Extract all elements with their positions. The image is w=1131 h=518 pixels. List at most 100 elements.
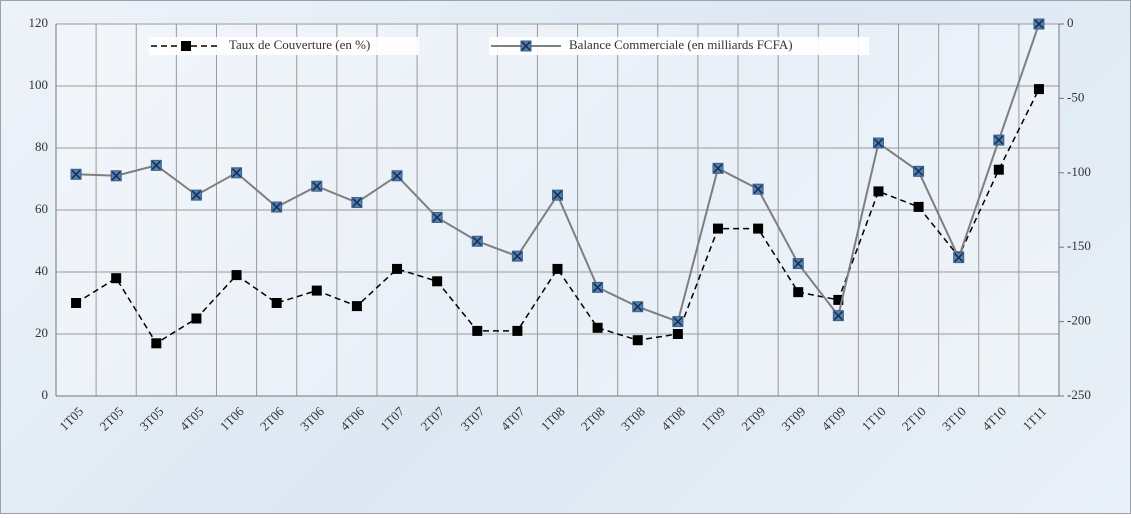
marker-box <box>472 325 483 336</box>
data-point <box>351 197 363 209</box>
legend-label: Balance Commerciale (en milliards FCFA) <box>569 37 793 52</box>
marker-cross <box>994 135 1004 145</box>
marker-box <box>672 329 683 339</box>
marker-box <box>351 301 362 312</box>
legend-marker <box>520 40 532 52</box>
x-tick-label: 3T09 <box>778 404 808 434</box>
marker-box <box>873 186 884 197</box>
y2-tick-label: -100 <box>1067 164 1091 179</box>
data-point <box>592 281 604 293</box>
y-tick-label: 40 <box>35 263 48 278</box>
marker-cross <box>151 160 161 170</box>
data-point <box>70 168 82 180</box>
marker-box <box>753 223 764 234</box>
marker-cross <box>71 169 81 179</box>
data-point <box>993 164 1004 175</box>
marker-box <box>793 287 804 298</box>
y-tick-label: 100 <box>29 77 49 92</box>
marker-box <box>833 294 844 305</box>
x-tick-label: 1T05 <box>56 404 86 434</box>
x-tick-label: 4T08 <box>658 404 688 434</box>
marker-cross <box>793 259 803 269</box>
marker-cross <box>231 168 242 178</box>
x-tick-label: 3T08 <box>618 404 648 434</box>
x-tick-label: 4T06 <box>337 403 367 433</box>
data-point <box>672 329 683 339</box>
data-point <box>511 250 523 262</box>
x-tick-label: 4T10 <box>979 404 1009 434</box>
marker-box <box>151 338 162 349</box>
marker-box <box>552 263 563 274</box>
marker-box <box>311 285 322 296</box>
data-point <box>793 287 804 298</box>
data-point <box>953 252 965 264</box>
y-tick-label: 120 <box>29 15 49 30</box>
x-tick-label: 2T05 <box>96 404 126 434</box>
data-point <box>592 322 603 333</box>
marker-box <box>1033 84 1044 95</box>
marker-cross <box>552 190 563 200</box>
data-point <box>191 313 202 324</box>
y-tick-label: 20 <box>35 325 48 340</box>
data-point <box>151 338 162 349</box>
marker-cross <box>1034 19 1044 29</box>
x-tick-label: 3T07 <box>457 403 487 433</box>
x-tick-label: 4T05 <box>177 404 207 434</box>
data-point <box>432 276 443 287</box>
y2-tick-label: -50 <box>1067 89 1084 104</box>
data-point <box>231 167 243 179</box>
data-point <box>71 298 82 308</box>
x-tick-label: 2T07 <box>417 403 447 433</box>
marker-box <box>191 313 202 324</box>
data-point <box>1033 84 1044 95</box>
x-tick-label: 1T11 <box>1019 404 1049 434</box>
x-tick-label: 4T09 <box>819 404 849 434</box>
data-point <box>752 183 764 195</box>
data-point <box>311 285 322 296</box>
y2-tick-label: -250 <box>1067 387 1091 402</box>
marker-cross <box>954 253 964 263</box>
marker-cross <box>914 166 924 176</box>
data-point <box>993 134 1005 146</box>
marker-cross <box>713 163 723 173</box>
data-point <box>913 201 924 212</box>
data-point <box>552 263 563 274</box>
data-point <box>111 273 122 284</box>
marker-box <box>512 325 523 336</box>
x-tick-label: 2T08 <box>578 404 608 434</box>
marker-cross <box>633 302 643 312</box>
marker-cross <box>432 212 442 223</box>
marker-box <box>632 335 643 346</box>
data-point <box>271 201 283 213</box>
marker-cross <box>512 251 522 261</box>
marker-cross <box>753 184 763 194</box>
data-point <box>672 316 684 328</box>
data-point <box>392 263 403 274</box>
data-point <box>472 325 483 336</box>
data-point <box>712 162 724 174</box>
marker-box <box>71 298 82 308</box>
marker-cross <box>873 138 884 148</box>
marker-box <box>432 276 443 287</box>
y-tick-label: 80 <box>35 139 48 154</box>
marker-box <box>993 164 1004 175</box>
marker-box <box>231 270 242 281</box>
x-tick-label: 1T06 <box>217 403 247 433</box>
marker-box <box>271 298 282 308</box>
marker-box <box>592 322 603 333</box>
x-tick-label: 2T10 <box>899 404 929 434</box>
x-tick-label: 3T05 <box>137 404 167 434</box>
data-point <box>872 137 884 149</box>
data-point <box>271 298 282 308</box>
data-point <box>351 301 362 312</box>
marker-cross <box>472 236 482 246</box>
data-point <box>552 189 563 201</box>
data-point <box>712 223 723 234</box>
x-tick-label: 1T10 <box>859 404 889 434</box>
legend-marker <box>181 41 191 51</box>
legend-bg <box>149 37 419 55</box>
marker-box <box>111 273 122 284</box>
y2-tick-label: -150 <box>1067 238 1091 253</box>
